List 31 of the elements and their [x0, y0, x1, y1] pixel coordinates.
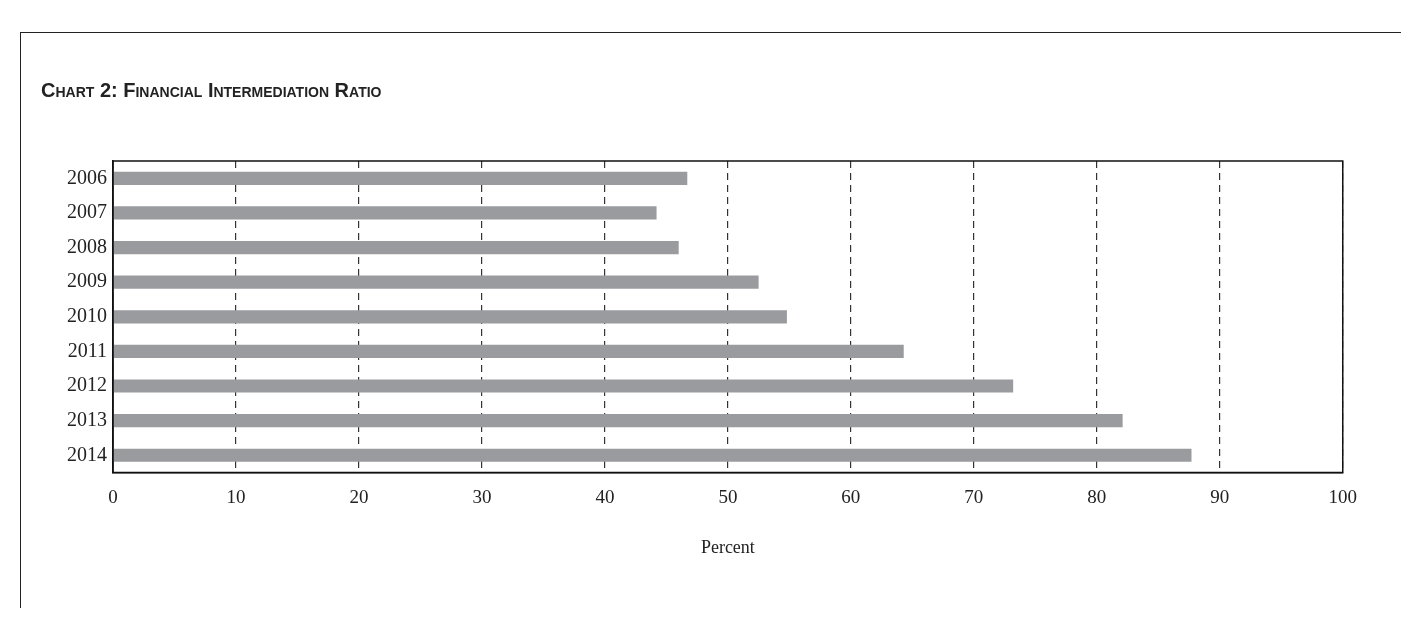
x-tick-label: 20	[349, 485, 369, 507]
x-tick-label: 70	[964, 485, 984, 507]
bar	[113, 414, 1123, 428]
y-tick-label: 2011	[67, 338, 107, 361]
bar	[113, 448, 1192, 462]
x-tick-label: 10	[226, 485, 246, 507]
x-tick-label: 30	[472, 485, 492, 507]
chart-title: Chart 2: Financial Intermediation Ratio	[41, 79, 382, 102]
y-tick-label: 2013	[67, 407, 107, 430]
y-tick-label: 2010	[67, 304, 107, 327]
x-tick-label: 80	[1087, 485, 1107, 507]
x-tick-label: 0	[108, 485, 118, 507]
x-axis-title: Percent	[700, 536, 755, 557]
x-tick-label: 90	[1210, 485, 1230, 507]
y-tick-label: 2014	[67, 442, 107, 465]
y-tick-label: 2008	[67, 234, 107, 257]
bar	[113, 171, 688, 185]
x-tick-label: 100	[1328, 485, 1357, 507]
x-tick-label: 50	[718, 485, 738, 507]
bar	[113, 275, 759, 289]
x-tick-label: 40	[595, 485, 615, 507]
x-tick-label: 60	[841, 485, 861, 507]
bar	[113, 206, 657, 220]
bar	[113, 344, 904, 358]
bar	[113, 379, 1014, 393]
bar	[113, 310, 787, 324]
y-tick-label: 2012	[67, 373, 107, 396]
y-tick-label: 2007	[67, 200, 107, 223]
y-tick-label: 2006	[67, 165, 107, 188]
y-tick-label: 2009	[67, 269, 107, 292]
bar	[113, 240, 679, 255]
